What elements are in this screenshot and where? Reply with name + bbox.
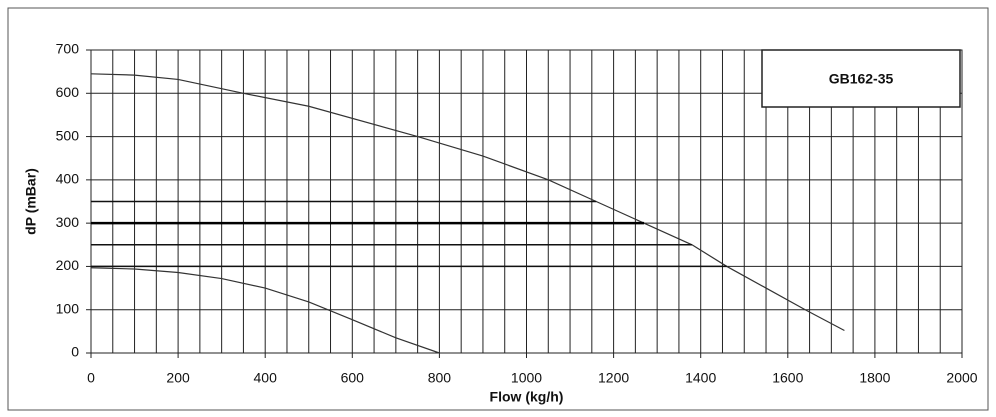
y-tick-label: 600 (56, 84, 80, 100)
y-tick-label: 100 (56, 300, 80, 316)
x-tick-label: 1000 (511, 370, 542, 386)
title-box (761, 49, 961, 108)
y-axis-label: dP (mBar) (23, 168, 39, 235)
x-tick-label: 600 (341, 370, 365, 386)
x-tick-label: 800 (428, 370, 452, 386)
x-tick-label: 1400 (685, 370, 716, 386)
y-tick-label: 300 (56, 214, 80, 230)
x-tick-label: 1200 (598, 370, 629, 386)
y-tick-label: 500 (56, 127, 80, 143)
curve (90, 73, 845, 332)
x-tick-label: 200 (166, 370, 190, 386)
x-tick-label: 0 (87, 370, 95, 386)
y-tick-label: 700 (56, 41, 80, 57)
x-tick-label: 1600 (772, 370, 803, 386)
x-tick-label: 400 (254, 370, 278, 386)
x-axis-label: Flow (kg/h) (490, 389, 564, 405)
y-tick-label: 400 (56, 171, 80, 187)
x-tick-label: 2000 (946, 370, 977, 386)
y-tick-label: 0 (71, 344, 79, 360)
frame (7, 7, 989, 411)
x-tick-label: 1800 (859, 370, 890, 386)
chart-title: GB162-35 (829, 71, 894, 87)
curve (90, 267, 440, 354)
y-tick-label: 200 (56, 257, 80, 273)
